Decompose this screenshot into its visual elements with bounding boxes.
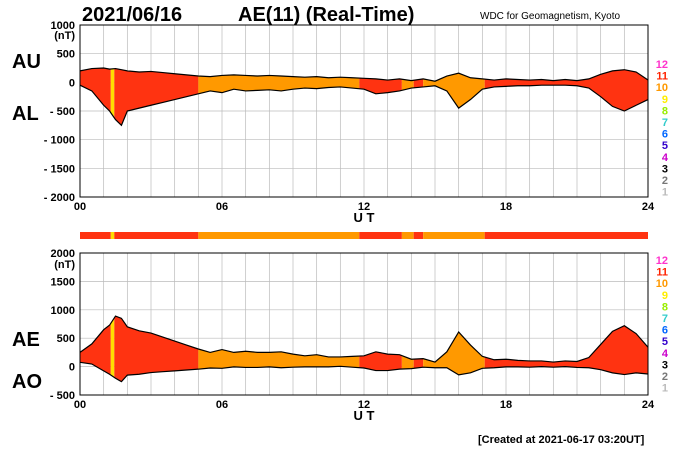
- level-fill-segment: [401, 355, 414, 370]
- chart-panel-1: 1000 500 0 - 500 - 1000 - 1500 - 2000 (nT) 00 06 1…: [12, 20, 669, 225]
- credit-label: WDC for Geomagnetism, Kyoto: [480, 11, 621, 22]
- station-bar-segment: [110, 232, 115, 239]
- y-tick-label: 0: [69, 362, 75, 374]
- station-bar-segment: [359, 232, 402, 239]
- x-tick-label: 00: [74, 399, 86, 411]
- legend-level-label: 9: [662, 290, 668, 302]
- level-fill-segment: [198, 348, 360, 370]
- legend-level-label: 4: [662, 348, 669, 360]
- level-fill-segment: [413, 78, 424, 88]
- plot-frame: [79, 24, 649, 198]
- level-fill-segment: [423, 331, 485, 375]
- series-line-au: [79, 67, 649, 82]
- x-tick-label: 24: [642, 399, 655, 411]
- legend-level-label: 12: [656, 255, 668, 267]
- level-fill-segment: [80, 323, 111, 376]
- y-tick-label: - 500: [50, 390, 75, 402]
- legend-level-label: 10: [656, 82, 668, 94]
- series-label-au: AU: [12, 51, 41, 73]
- legend-level-label: 2: [662, 371, 668, 383]
- legend-level-label: 10: [656, 278, 668, 290]
- legend-level-label: 9: [662, 94, 668, 106]
- station-bar-segment: [484, 232, 648, 239]
- station-bar-segment: [401, 232, 414, 239]
- legend-level-label: 8: [662, 301, 668, 313]
- y-tick-label: 500: [57, 49, 75, 61]
- x-axis-label: U T: [354, 408, 375, 423]
- y-tick-label: - 500: [50, 106, 75, 118]
- station-bar-segment: [413, 232, 424, 239]
- legend-level-label: 8: [662, 105, 668, 117]
- level-fill-segment: [80, 68, 111, 113]
- x-tick-label: 12: [358, 201, 370, 213]
- series-label-ao: AO: [12, 371, 42, 393]
- level-fill-segment: [114, 316, 199, 382]
- legend-level-label: 2: [662, 175, 668, 187]
- station-bar-segment: [114, 232, 199, 239]
- legend-level-label: 1: [662, 383, 668, 395]
- series-label-ae: AE: [12, 329, 40, 351]
- level-fill-segment: [198, 74, 360, 94]
- x-tick-label: 18: [500, 399, 512, 411]
- legend-level-label: 6: [662, 129, 668, 141]
- y-tick-label: 1000: [51, 305, 75, 317]
- created-timestamp: [Created at 2021-06-17 03:20UT]: [478, 434, 645, 446]
- legend-level-label: 7: [662, 117, 668, 129]
- y-tick-label: 500: [57, 333, 75, 345]
- x-tick-label: 06: [216, 399, 228, 411]
- series-label-al: AL: [12, 103, 39, 125]
- legend-level-label: 3: [662, 359, 668, 371]
- station-bar-segment: [198, 232, 360, 239]
- y-tick-label: 0: [69, 77, 75, 89]
- level-fill-segment: [423, 73, 485, 109]
- level-fill-segment: [484, 69, 648, 111]
- legend-level-label: 12: [656, 59, 668, 71]
- level-fill-segment: [359, 351, 402, 371]
- level-fill-segment: [114, 68, 199, 126]
- x-tick-label: 06: [216, 201, 228, 213]
- plot-frame: [79, 252, 649, 396]
- level-fill-segment: [413, 358, 424, 369]
- y-tick-label: - 2000: [44, 192, 75, 204]
- station-bar-segment: [423, 232, 485, 239]
- chart-title: AE(11) (Real-Time): [238, 4, 415, 26]
- station-level-bar: [80, 232, 648, 239]
- level-fill-segment: [110, 317, 115, 378]
- legend-level-label: 11: [656, 71, 668, 83]
- legend-level-label: 11: [656, 267, 668, 279]
- level-fill-segment: [401, 79, 414, 91]
- legend-level-label: 3: [662, 163, 668, 175]
- y-tick-label: 2000: [51, 248, 75, 260]
- x-tick-label: 18: [500, 201, 512, 213]
- legend-level-label: 7: [662, 313, 668, 325]
- x-axis-label: U T: [354, 210, 375, 225]
- y-tick-label: - 1500: [44, 163, 75, 175]
- level-fill-segment: [110, 68, 115, 118]
- series-line-al: [79, 84, 649, 127]
- series-line-ae: [79, 315, 649, 363]
- level-fill-segment: [359, 78, 402, 94]
- y-tick-label: 1000: [51, 20, 75, 32]
- y-unit-label: (nT): [54, 259, 75, 271]
- series-line-ao: [79, 361, 649, 383]
- y-tick-label: 1500: [51, 276, 75, 288]
- legend-level-label: 6: [662, 325, 668, 337]
- y-unit-label: (nT): [54, 30, 75, 42]
- x-tick-label: 00: [74, 201, 86, 213]
- x-tick-label: 24: [642, 201, 655, 213]
- x-tick-label: 12: [358, 399, 370, 411]
- station-bar-segment: [80, 232, 111, 239]
- legend-level-label: 5: [662, 140, 668, 152]
- legend-level-label: 1: [662, 187, 668, 199]
- chart-date: 2021/06/16: [82, 4, 183, 26]
- y-tick-label: - 1000: [44, 135, 75, 147]
- legend-level-label: 4: [662, 152, 669, 164]
- legend-level-label: 5: [662, 336, 668, 348]
